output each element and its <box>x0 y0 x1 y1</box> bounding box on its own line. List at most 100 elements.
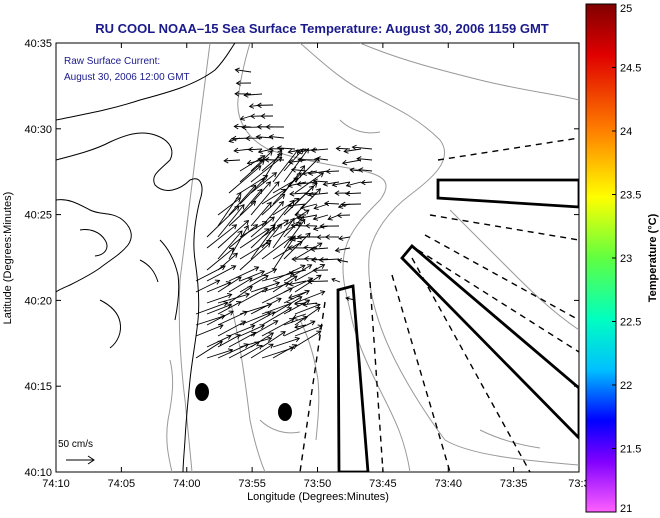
current-vector <box>288 291 307 300</box>
current-vector <box>294 242 323 260</box>
current-vector <box>239 324 265 337</box>
current-annotation-line1: Raw Surface Current: <box>64 56 160 67</box>
station-marker <box>278 403 292 421</box>
current-annotation-line2: August 30, 2006 12:00 GMT <box>64 72 190 83</box>
current-vector <box>338 235 351 241</box>
current-vector <box>303 244 318 251</box>
x-axis-label: Longitude (Degrees:Minutes) <box>247 491 389 503</box>
current-vector <box>195 265 226 282</box>
current-vector <box>195 340 223 359</box>
current-vector <box>234 67 252 73</box>
x-tick-label: 73:35 <box>500 478 528 490</box>
current-vector <box>312 267 329 274</box>
current-vector <box>206 205 240 238</box>
current-vector <box>250 311 276 326</box>
current-vector <box>239 155 266 172</box>
coastline <box>56 43 236 472</box>
current-vector <box>283 232 311 260</box>
current-vector <box>239 178 265 205</box>
colorbar-tick-label: 25 <box>620 3 632 15</box>
current-vector <box>272 199 295 227</box>
current-vector <box>261 236 293 260</box>
current-vector <box>217 191 242 227</box>
current-vector <box>294 172 325 194</box>
current-vector <box>340 201 362 208</box>
colorbar-tick-label: 24 <box>620 126 632 138</box>
current-vector <box>324 200 340 207</box>
current-vector <box>294 324 324 337</box>
x-tick-label: 73:45 <box>369 478 397 490</box>
colorbar-label: Temperature (°C) <box>647 213 659 302</box>
y-tick-label: 40:20 <box>24 295 52 307</box>
current-vector <box>261 287 293 304</box>
current-vector <box>349 167 362 173</box>
current-vector <box>303 255 318 262</box>
current-vector <box>318 257 340 263</box>
scale-arrow <box>66 455 95 465</box>
current-vector <box>217 230 243 260</box>
current-vector <box>250 201 272 227</box>
current-vector <box>302 301 318 308</box>
current-vector <box>249 113 263 119</box>
current-vector <box>310 147 329 153</box>
current-vector <box>228 277 253 293</box>
current-vector <box>228 224 249 260</box>
current-vector <box>228 200 257 227</box>
current-vector <box>272 264 306 282</box>
colorbar-ticks: 25 24.5 24 23.5 23 22.5 22 21.5 21 <box>612 3 641 515</box>
current-vector <box>319 223 340 229</box>
current-vector <box>268 145 285 152</box>
plot-frame <box>55 42 580 473</box>
current-vector <box>234 91 252 97</box>
current-vector <box>345 296 356 301</box>
current-vector <box>294 157 320 183</box>
current-vector <box>250 281 281 293</box>
current-vector <box>195 324 224 337</box>
current-vector <box>322 181 340 187</box>
current-vector <box>294 274 322 293</box>
current-vector <box>294 323 307 330</box>
current-vector <box>228 286 253 304</box>
current-vector <box>206 224 238 249</box>
current-vector <box>261 331 286 348</box>
current-vector <box>358 167 373 173</box>
current-vector <box>223 157 241 164</box>
current-vector <box>239 270 266 282</box>
current-vector <box>250 343 274 359</box>
current-vector <box>228 224 259 249</box>
current-vector <box>325 168 340 175</box>
x-tick-label: 74:05 <box>108 478 136 490</box>
current-vector <box>206 293 233 304</box>
current-vector <box>250 297 282 315</box>
map-title: RU COOL NOAA–15 Sea Surface Temperature:… <box>95 21 549 36</box>
x-tick-label: 73:55 <box>238 478 266 490</box>
current-vector <box>313 203 329 210</box>
current-vector <box>228 324 256 337</box>
current-vector <box>217 204 245 238</box>
current-vector <box>294 264 326 282</box>
current-vector <box>307 170 329 176</box>
x-tick-label: 73:50 <box>304 478 332 490</box>
current-vector <box>217 343 249 359</box>
current-vector <box>239 344 263 359</box>
y-tick-label: 40:15 <box>24 381 52 393</box>
current-vector <box>206 265 237 282</box>
current-vector <box>288 280 307 287</box>
current-vector <box>283 320 316 337</box>
current-vector <box>283 218 306 249</box>
current-vector <box>250 268 278 282</box>
current-vector <box>294 330 322 348</box>
y-tick-label: 40:10 <box>24 467 52 479</box>
y-axis-ticks: 40:35 40:30 40:25 40:20 40:15 40:10 <box>24 38 579 479</box>
current-vector <box>256 102 274 109</box>
current-vector <box>283 185 315 216</box>
current-vector <box>233 147 252 154</box>
current-vector <box>268 134 285 140</box>
colorbar-tick-label: 21.5 <box>620 444 641 456</box>
current-vector <box>243 92 263 98</box>
current-vector <box>206 303 232 315</box>
current-vector <box>360 179 373 186</box>
current-vector <box>195 301 229 315</box>
colorbar-tick-label: 23.5 <box>620 190 641 202</box>
